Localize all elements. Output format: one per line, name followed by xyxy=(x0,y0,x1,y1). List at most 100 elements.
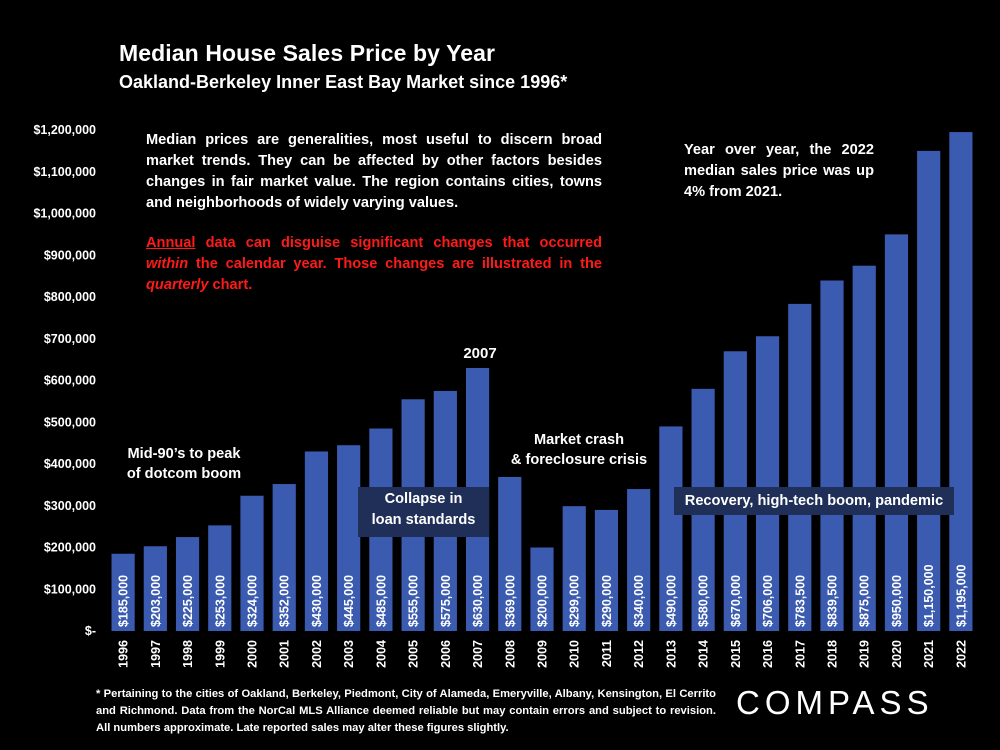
y-tick-label: $300,000 xyxy=(44,499,96,513)
bar-value-label: $299,000 xyxy=(568,575,582,627)
bar-value-label: $555,000 xyxy=(407,575,421,627)
bar xyxy=(594,509,619,631)
methodology-note: Median prices are generalities, most use… xyxy=(138,126,610,300)
x-tick-label: 2006 xyxy=(439,640,453,668)
x-tick-label: 1998 xyxy=(181,640,195,668)
bar xyxy=(111,553,135,631)
bar xyxy=(272,484,296,631)
bars xyxy=(111,132,973,631)
y-tick-label: $1,200,000 xyxy=(33,123,96,137)
x-tick-label: 2009 xyxy=(536,640,550,668)
x-tick-label: 2008 xyxy=(503,640,517,668)
y-tick-label: $800,000 xyxy=(44,290,96,304)
note-paragraph-2: Annual data can disguise significant cha… xyxy=(146,233,602,296)
y-tick-label: $- xyxy=(85,624,96,638)
x-tick-label: 2007 xyxy=(471,640,485,668)
dotcom-line-1: Mid-90’s to peak xyxy=(127,446,241,462)
bar-value-label: $290,000 xyxy=(600,575,614,627)
bar-value-label: $445,000 xyxy=(342,575,356,627)
note-text-c: chart. xyxy=(208,277,253,293)
bar-value-label: $225,000 xyxy=(181,575,195,627)
x-tick-label: 2021 xyxy=(922,640,936,668)
recovery-annotation: Recovery, high-tech boom, pandemic xyxy=(674,487,954,515)
y-tick-label: $900,000 xyxy=(44,248,96,262)
bar-value-label: $1,150,000 xyxy=(922,564,936,627)
x-tick-label: 2022 xyxy=(954,640,968,668)
bar-value-label: $369,000 xyxy=(503,575,517,627)
bar xyxy=(659,426,683,631)
x-tick-label: 2014 xyxy=(697,640,711,668)
value-labels: $185,000 $203,000 $225,000 $253,000 $324,000… xyxy=(117,564,969,627)
note-paragraph-1: Median prices are generalities, most use… xyxy=(146,132,602,211)
x-tick-label: 2010 xyxy=(568,640,582,668)
x-tick-label: 2011 xyxy=(600,640,614,667)
y-tick-label: $200,000 xyxy=(44,541,96,555)
bar-value-label: $580,000 xyxy=(697,575,711,627)
note-text-a: data can disguise significant changes th… xyxy=(195,235,602,251)
bar-value-label: $706,000 xyxy=(761,575,775,627)
bar xyxy=(949,132,973,631)
chart-subtitle: Oakland-Berkeley Inner East Bay Market s… xyxy=(119,72,568,92)
bar-value-label: $1,195,000 xyxy=(954,564,968,627)
bar xyxy=(917,150,941,631)
y-tick-label: $500,000 xyxy=(44,415,96,429)
bar-value-label: $185,000 xyxy=(117,575,131,627)
chart-title: Median House Sales Price by Year xyxy=(119,40,496,66)
y-tick-label: $1,100,000 xyxy=(33,165,96,179)
bar xyxy=(820,280,844,631)
x-tick-label: 2000 xyxy=(246,640,260,668)
bar xyxy=(240,495,264,631)
note-quarterly: quarterly xyxy=(146,277,209,293)
x-tick-label: 1999 xyxy=(213,640,227,668)
bar-value-label: $430,000 xyxy=(310,575,324,627)
note-text-b: the calendar year. Those changes are ill… xyxy=(188,256,602,272)
dotcom-annotation: Mid-90’s to peak of dotcom boom xyxy=(118,444,250,484)
y-axis: $- $100,000 $200,000 $300,000 $400,000 $500,0… xyxy=(33,123,96,638)
bar xyxy=(143,546,167,631)
bar-value-label: $950,000 xyxy=(890,575,904,627)
footnote: * Pertaining to the cities of Oakland, B… xyxy=(96,688,716,734)
x-axis-labels: 1996 1997 1998 1999 2000 2001 2002 2003 2004 2005… xyxy=(117,640,969,668)
bar xyxy=(498,476,522,631)
bar-value-label: $875,000 xyxy=(858,575,872,627)
bar-value-label: $203,000 xyxy=(149,575,163,627)
bar xyxy=(852,265,876,631)
note-annual: Annual xyxy=(146,235,196,251)
y-tick-label: $1,000,000 xyxy=(33,207,96,221)
y-tick-label: $600,000 xyxy=(44,374,96,388)
x-tick-label: 2003 xyxy=(342,640,356,668)
collapse-line-1: Collapse in xyxy=(384,491,463,507)
note-within: within xyxy=(146,256,189,272)
bar xyxy=(884,234,909,631)
bar xyxy=(208,525,232,631)
bar-value-label: $340,000 xyxy=(632,575,646,627)
dotcom-line-2: of dotcom boom xyxy=(126,466,242,482)
bar xyxy=(562,506,586,631)
bar xyxy=(337,445,361,631)
bar-value-label: $253,000 xyxy=(213,575,227,627)
x-tick-label: 2005 xyxy=(407,640,421,668)
x-tick-label: 2019 xyxy=(858,640,872,668)
peak-2007-label: 2007 xyxy=(463,345,497,362)
bar-value-label: $485,000 xyxy=(374,575,388,627)
bar-value-label: $783,500 xyxy=(793,575,807,627)
x-tick-label: 1997 xyxy=(149,640,163,668)
bar-value-label: $324,000 xyxy=(246,575,260,627)
x-tick-label: 2016 xyxy=(761,640,775,668)
crash-line-1: Market crash xyxy=(533,432,625,448)
bar xyxy=(755,336,780,631)
yoy-note: Year over year, the 2022 median sales pr… xyxy=(684,142,874,200)
bar-value-label: $352,000 xyxy=(278,575,292,627)
x-tick-label: 2004 xyxy=(374,640,388,668)
x-tick-label: 2012 xyxy=(632,640,646,668)
bar xyxy=(788,303,812,631)
crash-annotation: Market crash & foreclosure crisis xyxy=(505,430,653,470)
x-tick-label: 2001 xyxy=(278,640,292,668)
bar-value-label: $490,000 xyxy=(664,575,678,627)
collapse-annotation: Collapse in loan standards xyxy=(358,487,489,537)
bar-value-label: $670,000 xyxy=(729,575,743,627)
y-tick-label: $100,000 xyxy=(44,582,96,596)
bar-value-label: $839,500 xyxy=(826,575,840,627)
y-tick-label: $400,000 xyxy=(44,457,96,471)
